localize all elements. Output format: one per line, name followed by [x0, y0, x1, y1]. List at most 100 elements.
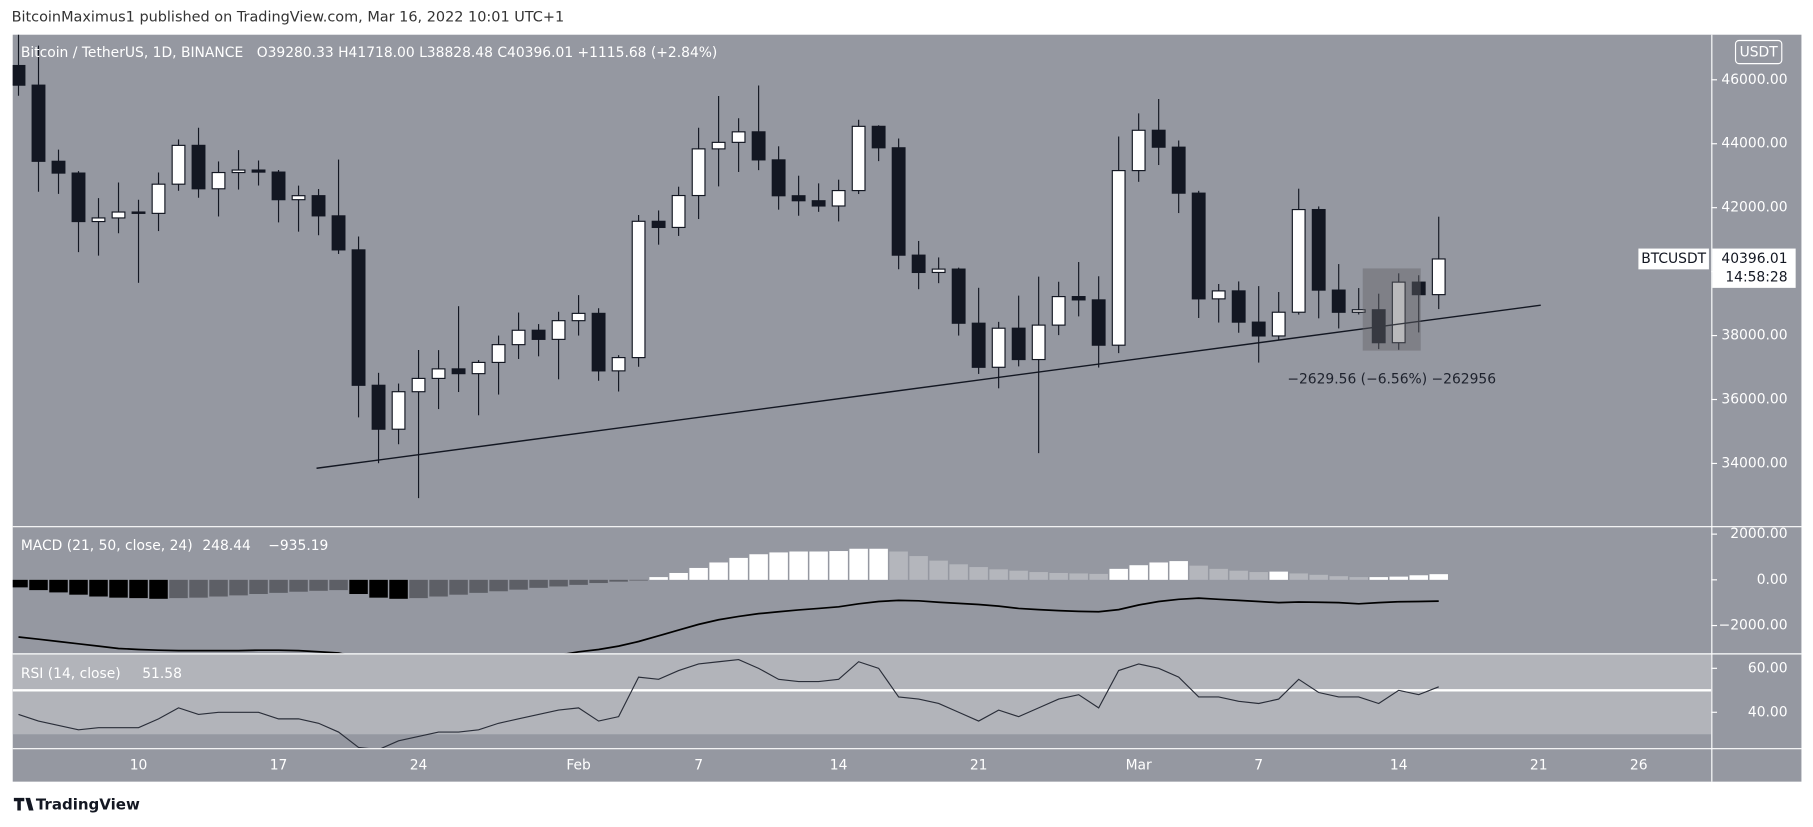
macd-line: [18, 597, 1439, 654]
candle-body: [511, 329, 526, 346]
histogram-bar: [389, 579, 408, 599]
candle-body: [991, 327, 1006, 368]
histogram-bar: [969, 567, 988, 580]
histogram-bar: [569, 579, 588, 585]
candle-body: [211, 171, 226, 190]
histogram-bar: [1229, 570, 1248, 580]
candle-body: [1351, 309, 1366, 313]
histogram-bar: [89, 579, 108, 597]
macd-value: 248.44: [202, 538, 251, 554]
x-tick-label: 10: [130, 757, 148, 773]
candle-body: [1151, 129, 1166, 148]
histogram-bar: [109, 579, 128, 598]
candle-body: [1091, 299, 1106, 346]
histogram-bar: [129, 579, 148, 599]
histogram-bar: [909, 556, 928, 580]
y-tick-label: −2000.00: [1719, 618, 1788, 634]
histogram-bar: [669, 572, 688, 580]
footer-logo: TradingView: [13, 795, 140, 813]
histogram-bar: [189, 579, 208, 598]
histogram-bar: [709, 562, 728, 580]
histogram-bar: [889, 551, 908, 580]
histogram-bar: [1329, 576, 1348, 580]
x-tick-label: 7: [694, 757, 703, 773]
candle-body: [951, 268, 966, 324]
candle-body: [891, 147, 906, 256]
candle-body: [1391, 281, 1406, 344]
measure-box: [1362, 268, 1421, 351]
candle-body: [331, 215, 346, 251]
histogram-bar: [509, 579, 528, 590]
candle-body: [1031, 324, 1046, 361]
countdown: 14:58:28: [1725, 269, 1787, 285]
macd-panel: [12, 548, 1448, 654]
candle-body: [231, 169, 246, 174]
y-tick-label: 42000.00: [1721, 200, 1787, 216]
x-tick-label: 21: [1530, 757, 1548, 773]
measure-label: −2629.56 (−6.56%) −262956: [1287, 371, 1496, 387]
candle-body: [791, 195, 806, 202]
candle-body: [571, 312, 586, 322]
histogram-bar: [1249, 572, 1268, 580]
trendline: [316, 304, 1541, 469]
candle-body: [291, 195, 306, 201]
candle-body: [12, 64, 26, 86]
histogram-bar: [1109, 568, 1128, 580]
x-tick-label: Feb: [566, 757, 591, 773]
candle-body: [1411, 281, 1426, 296]
overlay: USDT Bitcoin / TetherUS, 1D, BINANCE O39…: [12, 34, 1802, 782]
histogram-bar: [949, 564, 968, 580]
histogram-bar: [649, 577, 668, 580]
histogram-bar: [289, 579, 308, 592]
histogram-bar: [489, 579, 508, 592]
histogram-bar: [989, 569, 1008, 580]
histogram-bar: [1429, 574, 1448, 580]
candle-body: [1051, 296, 1066, 326]
candle-body: [1231, 290, 1246, 323]
candle-body: [391, 391, 406, 430]
footer: TradingView: [36, 795, 140, 813]
histogram-bar: [1369, 577, 1388, 580]
histogram-bar: [849, 548, 868, 580]
candle-body: [911, 254, 926, 274]
candle-body: [271, 171, 286, 201]
y-tick-label: 46000.00: [1721, 72, 1787, 88]
currency-badge: [1734, 39, 1783, 65]
histogram-bar: [1029, 572, 1048, 580]
candle-body: [711, 141, 726, 150]
candle-body: [1191, 192, 1206, 300]
candle-body: [1291, 208, 1306, 313]
candle-body: [1331, 289, 1346, 313]
histogram-bar: [1349, 577, 1368, 580]
histogram-bar: [1169, 561, 1188, 580]
candle-body: [591, 312, 606, 372]
y-tick-label: 44000.00: [1721, 136, 1787, 152]
candle-body: [451, 368, 466, 375]
rsi-line: [18, 658, 1439, 749]
candle-body: [311, 195, 326, 217]
candle-body: [431, 368, 446, 379]
candle-body: [111, 211, 126, 219]
histogram-bar: [49, 579, 68, 593]
macd-title: MACD (21, 50, close, 24): [21, 538, 193, 554]
header: BitcoinMaximus1 published on TradingView…: [12, 9, 565, 25]
candle-body: [491, 344, 506, 364]
histogram-bar: [589, 579, 608, 584]
candle-body: [631, 220, 646, 359]
candle-body: [1431, 258, 1446, 296]
histogram-bar: [549, 579, 568, 587]
candle-body: [551, 320, 566, 340]
candle-body: [671, 194, 686, 229]
candle-body: [751, 131, 766, 161]
x-tick-label: 21: [970, 757, 988, 773]
candle-body: [131, 211, 146, 214]
candle-body: [371, 384, 386, 430]
candle-body: [91, 217, 106, 223]
candle-body: [871, 125, 886, 149]
histogram-bar: [209, 579, 228, 597]
candle-body: [1011, 327, 1026, 361]
histogram-bar: [1289, 573, 1308, 580]
histogram-bar: [429, 579, 448, 597]
candle-body: [471, 361, 486, 375]
